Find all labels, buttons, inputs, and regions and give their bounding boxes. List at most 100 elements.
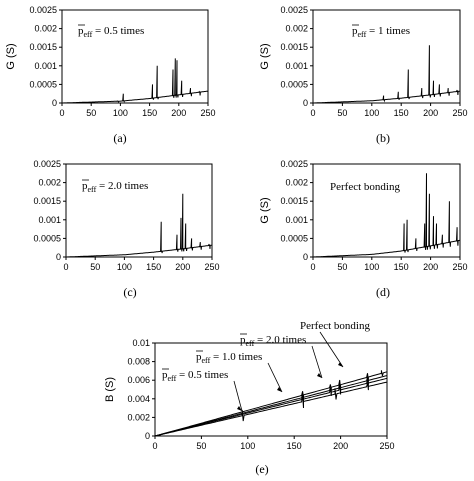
annotation: peff = 2.0 times [82,180,148,194]
x-tick-label: 50 [337,262,347,272]
x-tick-label: 100 [113,108,128,118]
y-tick-label: 0.001 [285,61,308,71]
x-tick-label: 50 [90,262,100,272]
x-tick-label: 250 [200,108,215,118]
x-tick-label: 0 [310,108,315,118]
arrowhead [338,362,343,367]
annotation-symbol: p [162,369,168,381]
y-axis-label: B (S) [104,377,116,402]
annotation: Perfect bonding [330,181,400,193]
annotation-text: = 0.5 times [92,25,144,37]
y-tick-label: 0.0025 [29,5,57,15]
annotation-subscript: eff [168,374,177,383]
plot-area [154,342,388,437]
y-tick-label: 0.001 [38,215,61,225]
plot-area [61,9,209,104]
y-tick-label: 0.0015 [29,42,57,52]
chart-panel-2: 0 0.0005 0.001 0.0015 0.002 0.0025 0 50 100 150 20… [259,5,468,145]
annotation-text: = 0.5 times [176,369,228,381]
annotation-arrow [311,345,323,379]
y-tick-label: 0.0005 [280,79,308,89]
panel-caption: (c) [123,285,136,299]
x-tick-label: 250 [379,441,394,451]
chart-panel-3: 0 0.0005 0.001 0.0015 0.002 0.0025 0 50 100 150 20… [33,159,219,299]
x-tick-label: 150 [394,262,409,272]
x-tick-label: 50 [337,108,347,118]
y-tick-label: 0.002 [285,178,308,188]
annotation-subscript: eff [246,339,255,348]
y-tick-label: 0.008 [127,357,150,367]
y-tick-label: 0.0015 [280,42,308,52]
y-tick-label: 0.0025 [280,5,308,15]
annotation-text: = 2.0 times [254,334,306,346]
annotation-subscript: eff [202,356,211,365]
y-tick-label: 0 [56,252,61,262]
annotation-symbol: p [352,25,358,37]
annotation: Perfect bonding [300,320,370,332]
x-tick-label: 0 [63,262,68,272]
x-tick-label: 200 [171,108,186,118]
x-tick-label: 0 [152,441,157,451]
annotation-symbol: p [240,334,246,346]
y-tick-label: 0.002 [285,24,308,34]
annotation-symbol: p [196,351,202,363]
x-tick-label: 150 [394,108,409,118]
x-tick-label: 100 [117,262,132,272]
y-tick-label: 0.006 [127,375,150,385]
series-line [62,58,209,104]
x-tick-label: 0 [310,262,315,272]
y-tick-label: 0 [303,252,308,262]
plot-area [312,163,461,258]
annotation-arrow [319,331,344,368]
annotation-subscript: eff [358,30,367,39]
x-tick-label: 150 [146,262,161,272]
annotation-subscript: eff [88,185,97,194]
x-tick-label: 100 [364,108,379,118]
y-tick-label: 0.0005 [29,79,57,89]
y-tick-label: 0 [52,98,57,108]
panel-caption: (e) [255,462,268,476]
y-tick-label: 0.0015 [280,196,308,206]
x-tick-label: 150 [287,441,302,451]
y-tick-label: 0.0005 [280,233,308,243]
panel-caption: (d) [376,285,390,299]
x-tick-label: 250 [204,262,219,272]
annotation-symbol: p [78,25,84,37]
y-tick-label: 0.0025 [280,159,308,169]
arrowhead [237,406,242,411]
y-tick-label: 0 [145,431,150,441]
chart-panel-5: 0 0.002 0.004 0.006 0.008 0.01 0 50 100 150 200 250… [104,320,395,476]
annotation-arrow [267,362,283,393]
plot-area [65,163,213,258]
annotation-text: = 2.0 times [96,180,148,192]
annotation: peff = 1 times [352,25,410,39]
series-line [154,370,388,437]
y-tick-label: 0.001 [285,215,308,225]
series-line [313,173,461,258]
annotation-text: = 1 times [366,25,410,37]
series-line [154,381,388,437]
x-tick-label: 100 [240,441,255,451]
panel-caption: (a) [113,131,126,145]
series-line [66,193,213,258]
y-tick-label: 0.001 [34,61,57,71]
y-tick-label: 0 [303,98,308,108]
series-line [154,377,388,437]
x-tick-label: 200 [333,441,348,451]
chart-panel-4: 0 0.0005 0.001 0.0015 0.002 0.0025 0 50 100 150 20… [259,159,468,299]
chart-panel-1: 0 0.0005 0.001 0.0015 0.002 0.0025 0 50 100 150 20… [5,5,216,145]
x-tick-label: 150 [142,108,157,118]
annotation-text: = 1.0 times [210,351,262,363]
series-line [313,45,461,104]
panel-caption: (b) [376,131,390,145]
y-tick-label: 0.0005 [33,233,61,243]
x-tick-label: 50 [196,441,206,451]
annotation: peff = 2.0 times [240,334,306,348]
x-tick-label: 200 [175,262,190,272]
annotation: peff = 0.5 times [78,25,144,39]
annotation: peff = 0.5 times [162,369,228,383]
annotation: peff = 1.0 times [196,351,262,365]
x-tick-label: 50 [86,108,96,118]
x-tick-label: 100 [364,262,379,272]
